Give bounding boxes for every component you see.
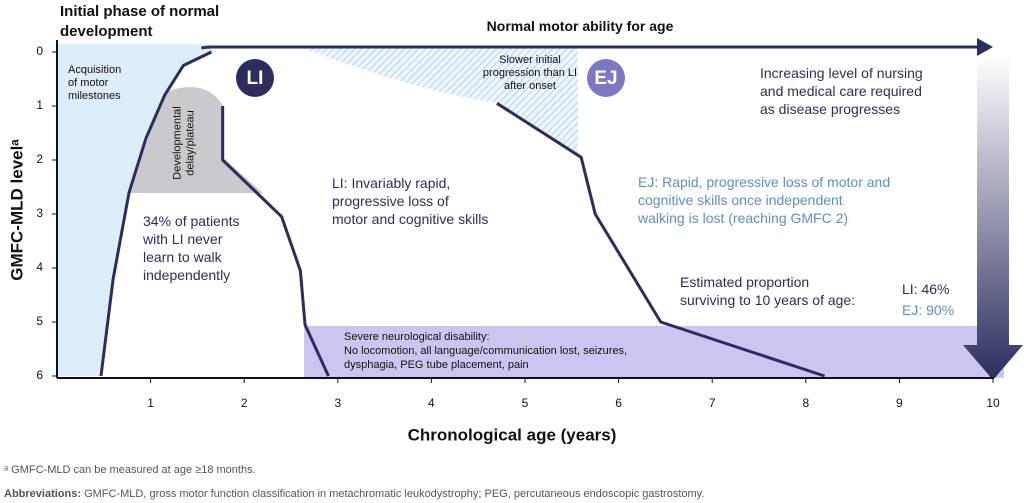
x-tick-label: 8 bbox=[802, 396, 809, 410]
annotation: Acquisition of motor milestones bbox=[68, 64, 121, 102]
annotation-line: after onset bbox=[504, 80, 556, 92]
annotation-line: Initial phase of normal bbox=[60, 3, 219, 20]
y-tick-label: 3 bbox=[36, 206, 43, 220]
x-tick-label: 6 bbox=[615, 396, 622, 410]
acquisition-region bbox=[57, 44, 212, 376]
annotation-line: EJ: 90% bbox=[902, 302, 954, 318]
footnote: ᵃ GMFC-MLD can be measured at age ≥18 mo… bbox=[4, 464, 256, 476]
annotation-line: Developmental bbox=[171, 106, 183, 179]
annotation-line: with LI never bbox=[142, 231, 223, 247]
x-tick-label: 4 bbox=[428, 396, 435, 410]
annotation: LI: 46% bbox=[902, 281, 949, 297]
annotation-line: Increasing level of nursing bbox=[760, 65, 923, 81]
y-tick-label: 0 bbox=[36, 44, 43, 58]
series-name: EJ bbox=[594, 68, 617, 89]
annotation: 34% of patients with LI never learn to wal… bbox=[142, 213, 240, 283]
annotation-line: milestones bbox=[68, 90, 121, 102]
annotation-line: LI: Invariably rapid, bbox=[332, 175, 450, 191]
series-badge bbox=[587, 59, 625, 97]
series-name: LI bbox=[247, 68, 264, 89]
annotation-line: delay/plateau bbox=[184, 110, 196, 175]
abbreviations-label: Abbreviations: bbox=[4, 488, 81, 500]
annotation-line: Estimated proportion bbox=[680, 274, 809, 290]
series-line bbox=[496, 102, 825, 378]
x-tick-label: 3 bbox=[334, 396, 341, 410]
annotation-line: as disease progresses bbox=[760, 101, 900, 117]
annotation-line: of motor bbox=[68, 77, 109, 89]
annotation-line: Severe neurological disability: bbox=[344, 331, 490, 343]
annotation: Normal motor ability for age bbox=[487, 18, 674, 34]
annotation-line: EJ: Rapid, progressive loss of motor and bbox=[638, 174, 890, 190]
annotation-line: LI: 46% bbox=[902, 281, 949, 297]
series-badge bbox=[236, 59, 274, 97]
x-tick-label: 2 bbox=[241, 396, 248, 410]
annotation-line: progression than LI bbox=[483, 67, 577, 79]
x-axis-label: Chronological age (years) bbox=[408, 425, 617, 444]
y-tick-label: 2 bbox=[36, 152, 43, 166]
annotation-line: dysphagia, PEG tube placement, pain bbox=[344, 359, 529, 371]
annotation: LI: Invariably rapid, progressive loss of… bbox=[332, 175, 488, 227]
annotation-line: 34% of patients bbox=[143, 213, 240, 229]
annotation-line: cognitive skills once independent bbox=[638, 192, 843, 208]
annotation: EJ: Rapid, progressive loss of motor and… bbox=[637, 174, 890, 226]
annotation-line: and medical care required bbox=[760, 83, 922, 99]
normal-ability-arrowhead bbox=[977, 38, 993, 56]
care-arrow bbox=[963, 56, 1023, 380]
x-tick-label: 7 bbox=[709, 396, 716, 410]
annotation-line: surviving to 10 years of age: bbox=[680, 292, 855, 308]
annotation-line: progressive loss of bbox=[332, 193, 449, 209]
y-tick-label: 4 bbox=[36, 260, 43, 274]
x-tick-label: 1 bbox=[147, 396, 154, 410]
abbreviations-text: GMFC-MLD, gross motor function classific… bbox=[81, 488, 704, 500]
hatched-region bbox=[300, 47, 578, 157]
annotation-line: motor and cognitive skills bbox=[332, 211, 488, 227]
y-axis-label: GMFC-MLD levelᵃ bbox=[7, 139, 26, 281]
annotation: Increasing level of nursing and medical c… bbox=[760, 65, 923, 117]
y-tick-label: 6 bbox=[36, 368, 43, 382]
normal-ability-line bbox=[201, 45, 979, 50]
x-tick-label: 9 bbox=[896, 396, 903, 410]
annotation-line: walking is lost (reaching GMFC 2) bbox=[637, 210, 848, 226]
annotation: EJ: 90% bbox=[902, 302, 954, 318]
y-tick-label: 1 bbox=[36, 98, 43, 112]
annotation-line: Acquisition bbox=[68, 64, 121, 76]
normal-curve bbox=[99, 50, 213, 377]
y-tick-label: 5 bbox=[36, 314, 43, 328]
abbreviations: Abbreviations: GMFC-MLD, gross motor fun… bbox=[4, 488, 704, 500]
annotation: Severe neurological disability: No locomo… bbox=[344, 331, 627, 371]
x-tick-label: 10 bbox=[986, 396, 1000, 410]
annotation-line: Normal motor ability for age bbox=[487, 18, 674, 34]
annotation: Developmentaldelay/plateau bbox=[171, 106, 196, 179]
severe-disability-band bbox=[304, 326, 1004, 378]
annotation-line: development bbox=[60, 23, 153, 40]
annotation: Slower initial progression than LI after o… bbox=[483, 54, 577, 92]
annotation-line: learn to walk bbox=[143, 249, 223, 265]
background-shapes bbox=[57, 44, 1023, 380]
x-tick-label: 5 bbox=[522, 396, 529, 410]
series-line bbox=[221, 106, 330, 377]
annotation: Initial phase of normal development bbox=[60, 3, 219, 40]
annotation-line: Slower initial bbox=[499, 54, 561, 66]
annotation-line: independently bbox=[143, 267, 230, 283]
annotation-line: No locomotion, all language/communicatio… bbox=[344, 345, 627, 357]
annotation: Estimated proportion surviving to 10 year… bbox=[680, 274, 855, 308]
